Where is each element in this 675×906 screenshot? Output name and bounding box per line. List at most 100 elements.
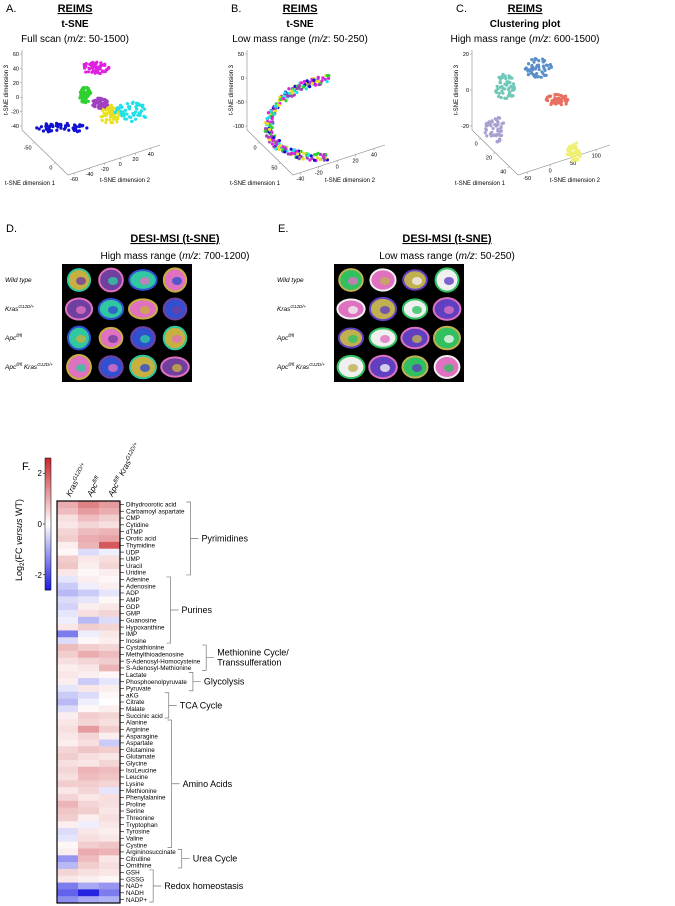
scatter-point (109, 107, 113, 111)
colorbar-step (45, 512, 51, 515)
scatter-point (35, 126, 39, 130)
desi-title: DESI-MSI (t-SNE) (130, 233, 220, 245)
heatmap-cell (57, 569, 79, 577)
scatter-point (284, 147, 288, 151)
analysis-title: t-SNE (286, 19, 314, 30)
scatter-point (532, 60, 536, 64)
genotype-label: Apcfl/fl (4, 333, 23, 342)
scatter-point (564, 94, 568, 98)
colorbar-step (45, 534, 51, 537)
colorbar-step (45, 520, 51, 523)
panel-label: F. (22, 461, 31, 473)
heatmap-cell (78, 610, 100, 618)
axis-label: t-SNE dimension 2 (550, 178, 601, 184)
scatter-point (497, 75, 501, 80)
metabolite-label: Cystathionine (126, 645, 165, 652)
heatmap-cell (78, 698, 100, 706)
colorbar-step (45, 484, 51, 487)
heatmap-cell (57, 582, 79, 590)
heatmap-cell (57, 630, 79, 638)
heatmap-cell (99, 882, 121, 890)
scatter-point (284, 98, 288, 103)
scatter-point (491, 126, 495, 131)
scatter-point (537, 65, 541, 69)
scatter-point (119, 104, 123, 108)
heatmap-cell (57, 896, 79, 904)
scatter-point (103, 63, 107, 67)
metabolite-label: Carbamoyl aspartate (126, 508, 185, 515)
panel-label: C. (456, 3, 467, 15)
heatmap-cell (99, 807, 121, 815)
heatmap-cell (78, 814, 100, 822)
heatmap-cell (99, 814, 121, 822)
group-label: Methionine Cycle/Transsulferation (217, 648, 289, 668)
heatmap-cell (78, 739, 100, 747)
scatter-point (490, 119, 494, 123)
heatmap-cell (78, 528, 100, 536)
column-label-part: Apc (106, 482, 121, 499)
scatter-point (290, 89, 294, 93)
genotype-label-part: Wild type (5, 277, 32, 284)
scatter-point (323, 77, 327, 81)
heatmap-cell (57, 589, 79, 597)
scatter-point (285, 94, 290, 98)
scatter-point (295, 90, 299, 95)
scatter-point (531, 66, 535, 70)
scatter-point (314, 83, 318, 87)
scatter-point (81, 123, 85, 128)
colorbar-step (45, 478, 51, 481)
axis-line (246, 50, 386, 176)
colorbar-step (45, 528, 51, 531)
colorbar-step (45, 546, 51, 549)
tick-mark (257, 142, 260, 144)
scatter-point (325, 79, 329, 84)
heatmap-cell (57, 514, 79, 522)
scatter-point (315, 156, 320, 160)
heatmap-cell (99, 535, 121, 543)
colorbar-step (45, 544, 51, 547)
colorbar-step (45, 574, 51, 577)
group-label: Amino Acids (183, 779, 233, 789)
heatmap-cell (78, 521, 100, 529)
scatter-point (317, 79, 321, 83)
tick-label: -20 (461, 124, 469, 130)
scatter-point (498, 137, 502, 142)
range-subtitle: Low mass range (m/z: 50-250) (379, 251, 515, 262)
scatter-point (274, 104, 278, 108)
genotype-label-part: Kras (277, 306, 291, 313)
tissue-section (444, 335, 454, 343)
column-label: Apcfl/fl KrasG12D/+ (106, 441, 142, 499)
scatter-point (316, 151, 320, 155)
tick-mark (507, 166, 510, 169)
heatmap-cell (78, 582, 100, 590)
heatmap-cell (99, 862, 121, 870)
scatter-point (84, 95, 88, 100)
scatter-point (91, 69, 95, 73)
metabolite-label: AMP (126, 597, 140, 604)
metabolite-label: Inosine (126, 638, 147, 645)
heatmap-cell (78, 501, 100, 509)
axis-label: t-SNE dimension 3 (454, 64, 460, 115)
scatter-point (268, 138, 272, 142)
heatmap-cell (57, 828, 79, 836)
heatmap-cell (78, 753, 100, 761)
scatter-point (499, 96, 503, 100)
scatter-point (108, 118, 112, 122)
scatter-point (495, 139, 499, 144)
tick-label: -20 (315, 171, 323, 177)
range-subtitle-part: Full scan ( (21, 34, 68, 45)
scatter-point (537, 67, 541, 72)
scatter-point (493, 122, 497, 127)
method-title: REIMS (58, 3, 93, 15)
group-bracket (167, 719, 180, 848)
heatmap-cell (99, 855, 121, 863)
scatter-point (41, 129, 46, 133)
heatmap-cell (99, 787, 121, 795)
scatter-point (573, 158, 577, 162)
scatter-point (290, 94, 294, 98)
scatter-point (299, 87, 304, 91)
heatmap-cell (57, 603, 79, 611)
tissue-section (108, 306, 118, 314)
tissue-section (76, 306, 86, 314)
